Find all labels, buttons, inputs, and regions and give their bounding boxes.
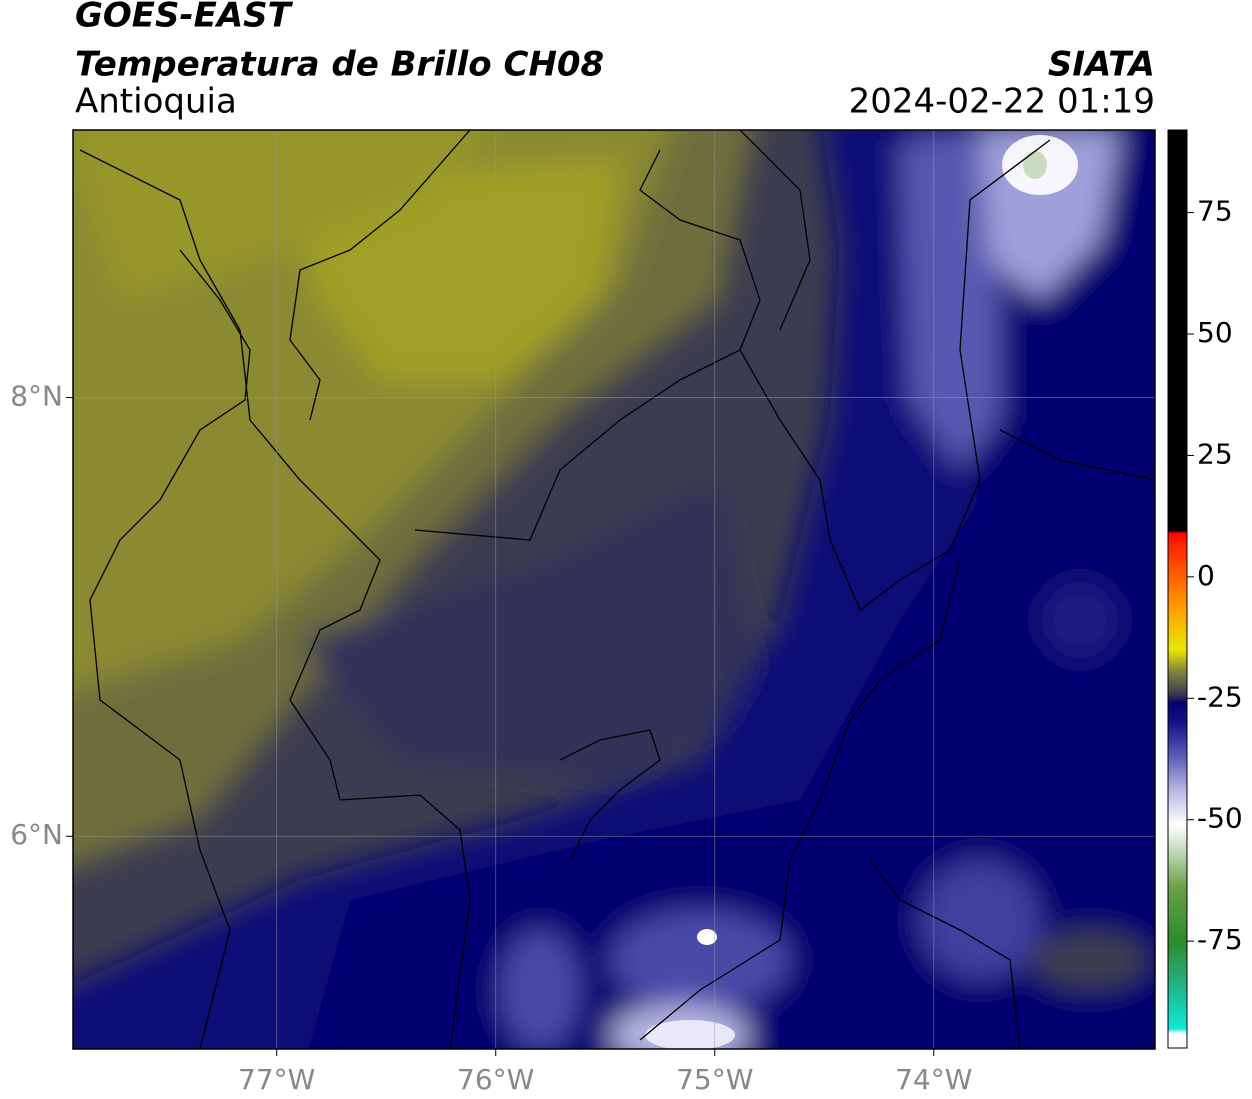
y-tick-label: 8°N bbox=[10, 380, 63, 413]
colorbar-tick-label: 0 bbox=[1197, 559, 1215, 592]
subtitle: Temperatura de Brillo CH08 bbox=[75, 45, 604, 85]
colorbar-tick-label: -25 bbox=[1197, 680, 1243, 713]
source: SIATA bbox=[1048, 45, 1155, 85]
colorbar-tick-label: 50 bbox=[1197, 316, 1233, 349]
title: GOES-EAST bbox=[75, 0, 294, 36]
plot-frame bbox=[72, 129, 1156, 1050]
satellite-image bbox=[73, 130, 1155, 1049]
colorbar-ticks: 75 50 25 0 -25 -50 -75 bbox=[1187, 195, 1243, 956]
boundaries bbox=[79, 130, 1155, 1049]
datetime: 2024-02-22 01:19 bbox=[849, 82, 1155, 122]
x-tick-label: 75°W bbox=[676, 1063, 753, 1096]
colorbar-tick-label: -75 bbox=[1197, 923, 1243, 956]
x-tick-label: 76°W bbox=[457, 1063, 534, 1096]
colorbar-tick-label: 25 bbox=[1197, 437, 1233, 470]
colorbar bbox=[1167, 129, 1188, 1049]
x-tick-label: 74°W bbox=[895, 1063, 972, 1096]
axes: 77°W 76°W 75°W 74°W 6°N 8°N bbox=[10, 380, 972, 1096]
x-tick-label: 77°W bbox=[238, 1063, 315, 1096]
region: Antioquia bbox=[75, 82, 237, 122]
y-tick-label: 6°N bbox=[10, 818, 63, 851]
grid bbox=[73, 130, 1155, 1049]
colorbar-tick-label: 75 bbox=[1197, 195, 1233, 228]
colorbar-tick-label: -50 bbox=[1197, 802, 1243, 835]
